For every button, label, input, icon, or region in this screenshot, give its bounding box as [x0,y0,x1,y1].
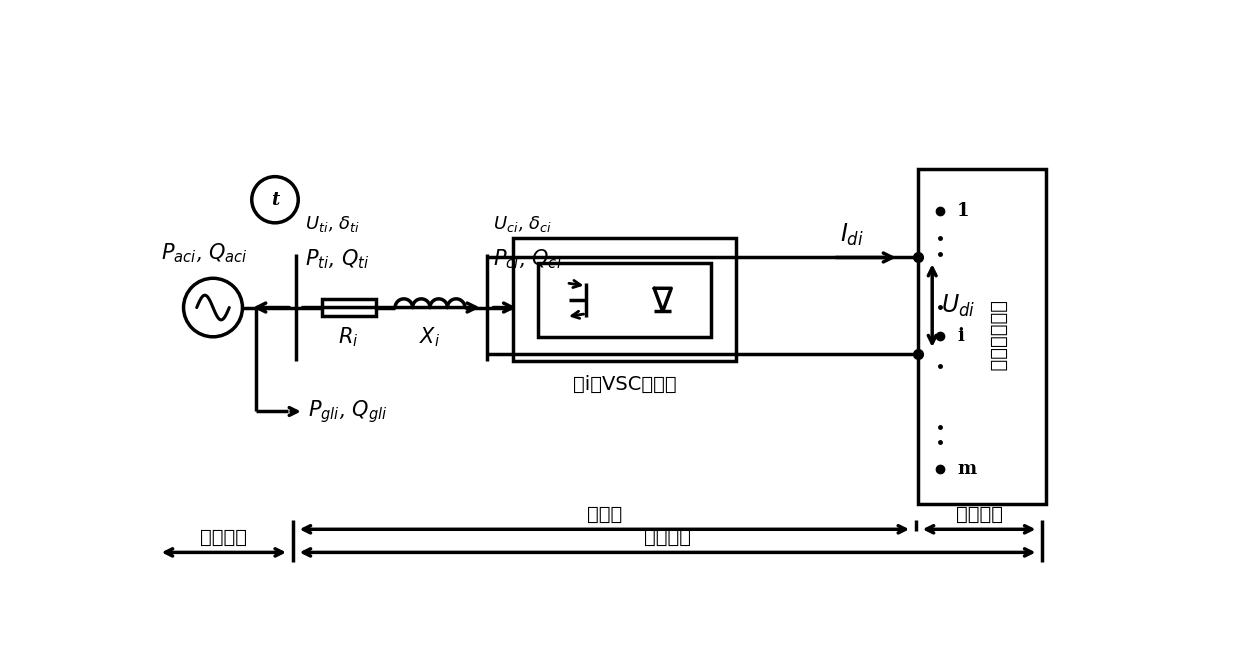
Text: i: i [957,327,964,346]
Bar [321,299,375,316]
Text: 1: 1 [957,202,969,220]
Text: $\mathit{P}_{ti}$, $\mathit{Q}_{ti}$: $\mathit{P}_{ti}$, $\mathit{Q}_{ti}$ [305,248,369,271]
Text: 直流网络: 直流网络 [955,505,1002,524]
Text: 直流输电网络: 直流输电网络 [989,301,1007,372]
Text: 直流系统: 直流系统 [644,528,691,547]
Bar [538,263,711,337]
Text: m: m [957,461,976,478]
Text: $\mathit{P}_{ci}$, $\mathit{Q}_{ci}$: $\mathit{P}_{ci}$, $\mathit{Q}_{ci}$ [493,248,561,271]
Text: $\mathit{U}_{ci}$, $\mathit{\delta}_{ci}$: $\mathit{U}_{ci}$, $\mathit{\delta}_{ci}… [493,214,551,235]
Text: $\mathit{P}_{gli}$, $\mathit{Q}_{gli}$: $\mathit{P}_{gli}$, $\mathit{Q}_{gli}$ [309,398,388,425]
Text: $\mathit{U}_{ti}$, $\mathit{\delta}_{ti}$: $\mathit{U}_{ti}$, $\mathit{\delta}_{ti}… [305,214,361,235]
Text: $\mathit{X}_i$: $\mathit{X}_i$ [420,325,441,349]
Bar [513,238,736,361]
Text: $\mathit{U}_{di}$: $\mathit{U}_{di}$ [942,292,976,319]
Text: $\mathit{R}_i$: $\mathit{R}_i$ [338,325,359,349]
Text: t: t [271,191,279,209]
Text: 第i个VSC换流器: 第i个VSC换流器 [572,375,676,394]
Bar [918,169,1046,504]
Text: $\mathit{I}_{di}$: $\mathit{I}_{di}$ [840,222,865,248]
Text: $\mathit{P}_{aci}$, $\mathit{Q}_{aci}$: $\mathit{P}_{aci}$, $\mathit{Q}_{aci}$ [161,242,248,265]
Text: 交流系统: 交流系统 [201,528,248,547]
Text: 换流站: 换流站 [587,505,622,524]
